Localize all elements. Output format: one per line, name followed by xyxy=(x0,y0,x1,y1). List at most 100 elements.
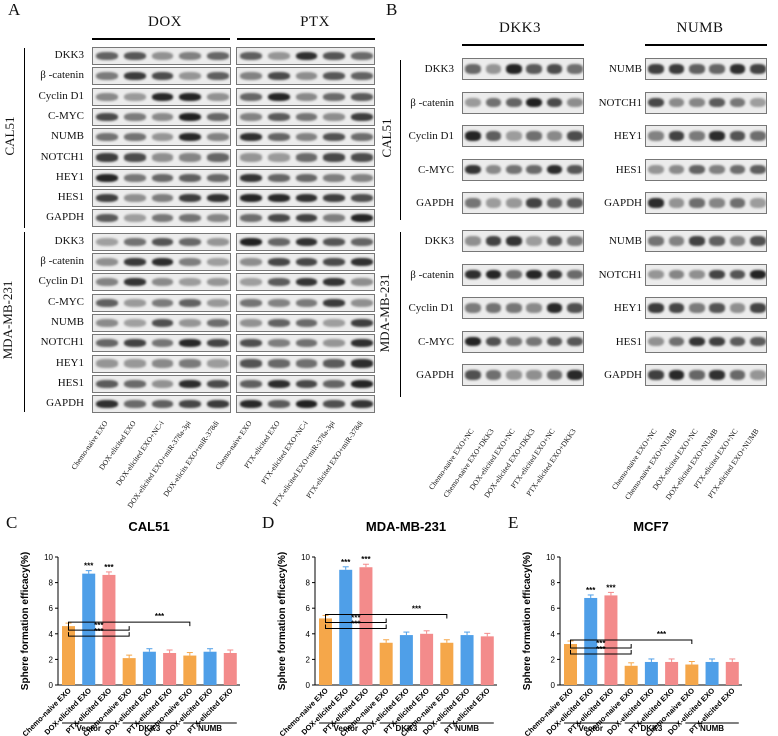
blot-band xyxy=(505,236,522,246)
blot-band xyxy=(240,318,262,327)
blot-band xyxy=(151,318,174,327)
blot-band xyxy=(566,198,583,208)
y-tick-label: 10 xyxy=(301,553,310,562)
blot-band xyxy=(709,97,726,108)
blot-band xyxy=(207,72,229,81)
blot-band xyxy=(179,92,202,101)
blot-band xyxy=(295,379,318,388)
group-label: Vector xyxy=(333,724,357,733)
blot-band xyxy=(505,64,522,74)
blot-band xyxy=(267,298,290,307)
blot-band xyxy=(179,214,202,223)
blot-strip-dox xyxy=(92,354,231,373)
protein-label: Cyclin D1 xyxy=(408,130,454,142)
significance-label: *** xyxy=(657,630,667,639)
cell-line-label-mda: MDA-MB-231 xyxy=(0,280,15,360)
blot-strip-ptx xyxy=(236,354,375,373)
panel-label-a: A xyxy=(8,0,21,19)
header-rule xyxy=(92,38,230,40)
blot-band xyxy=(351,173,373,182)
bar xyxy=(142,651,156,685)
blot-band xyxy=(267,72,290,81)
blot-band xyxy=(295,51,318,61)
blot-band xyxy=(351,298,373,307)
cell-line-bracket xyxy=(400,60,401,220)
blot-band xyxy=(465,303,482,313)
blot-band xyxy=(566,236,583,246)
blot-band xyxy=(267,214,290,223)
blot-band xyxy=(546,269,563,280)
blot-band xyxy=(709,236,726,246)
blot-band xyxy=(207,379,229,388)
blot-band xyxy=(688,236,705,246)
blot-band xyxy=(323,257,346,267)
blot-band xyxy=(526,131,543,141)
blot-band xyxy=(240,92,262,101)
chart-title: MCF7 xyxy=(633,519,668,534)
y-tick-label: 2 xyxy=(306,655,311,664)
blot-band xyxy=(566,336,583,347)
significance-bracket xyxy=(68,621,191,627)
blot-strip-dkk3 xyxy=(462,158,584,181)
blot-band xyxy=(96,278,118,287)
blot-band xyxy=(123,72,146,81)
bar xyxy=(359,567,373,685)
bar xyxy=(62,626,75,685)
blot-band xyxy=(123,153,146,162)
blot-band xyxy=(123,318,146,327)
blot-band xyxy=(267,339,290,348)
blot-band xyxy=(351,237,373,246)
y-tick-label: 2 xyxy=(551,655,556,664)
protein-label: HEY1 xyxy=(55,170,84,183)
blot-band xyxy=(323,359,346,368)
blot-band xyxy=(485,64,502,74)
blot-band xyxy=(465,269,482,280)
blot-band xyxy=(688,198,705,208)
blot-strip-dox xyxy=(92,67,231,86)
blot-band xyxy=(240,339,262,348)
blot-band xyxy=(207,153,229,162)
blot-band xyxy=(566,64,583,74)
protein-label: GAPDH xyxy=(604,197,642,209)
blot-band xyxy=(709,64,726,74)
blot-band xyxy=(240,298,262,307)
blot-band xyxy=(123,112,146,121)
blot-band xyxy=(505,370,522,380)
protein-label: DKK3 xyxy=(54,49,84,61)
cell-line-bracket xyxy=(24,48,25,228)
blot-band xyxy=(267,237,290,246)
blot-band xyxy=(648,131,665,141)
blot-strip-ptx xyxy=(236,148,375,167)
protein-label: β -catenin xyxy=(40,255,84,267)
blot-band xyxy=(240,133,262,142)
blot-band xyxy=(505,336,522,347)
y-tick-label: 8 xyxy=(49,579,54,588)
blot-band xyxy=(96,298,118,307)
blot-band xyxy=(207,194,229,203)
y-tick-label: 6 xyxy=(306,604,311,613)
blot-band xyxy=(123,237,146,246)
blot-strip-dox xyxy=(92,189,231,208)
blot-band xyxy=(729,269,746,280)
blot-band xyxy=(526,236,543,246)
blot-band xyxy=(668,164,685,175)
blot-band xyxy=(240,214,262,223)
blot-band xyxy=(295,72,318,81)
blot-band xyxy=(323,112,346,121)
blot-strip-dkk3 xyxy=(462,263,584,286)
protein-label: β -catenin xyxy=(410,96,454,109)
y-tick-label: 8 xyxy=(551,579,556,588)
blot-band xyxy=(323,379,346,388)
blot-band xyxy=(546,164,563,175)
blot-band xyxy=(668,336,685,347)
blot-band xyxy=(526,97,543,108)
blot-band xyxy=(207,214,229,223)
blot-band xyxy=(240,379,262,388)
blot-band xyxy=(749,64,766,74)
blot-band xyxy=(151,400,174,409)
blot-band xyxy=(295,173,318,182)
blot-band xyxy=(465,198,482,208)
blot-strip-dox xyxy=(92,334,231,353)
blot-strip-dkk3 xyxy=(462,58,584,80)
blot-band xyxy=(179,194,202,203)
